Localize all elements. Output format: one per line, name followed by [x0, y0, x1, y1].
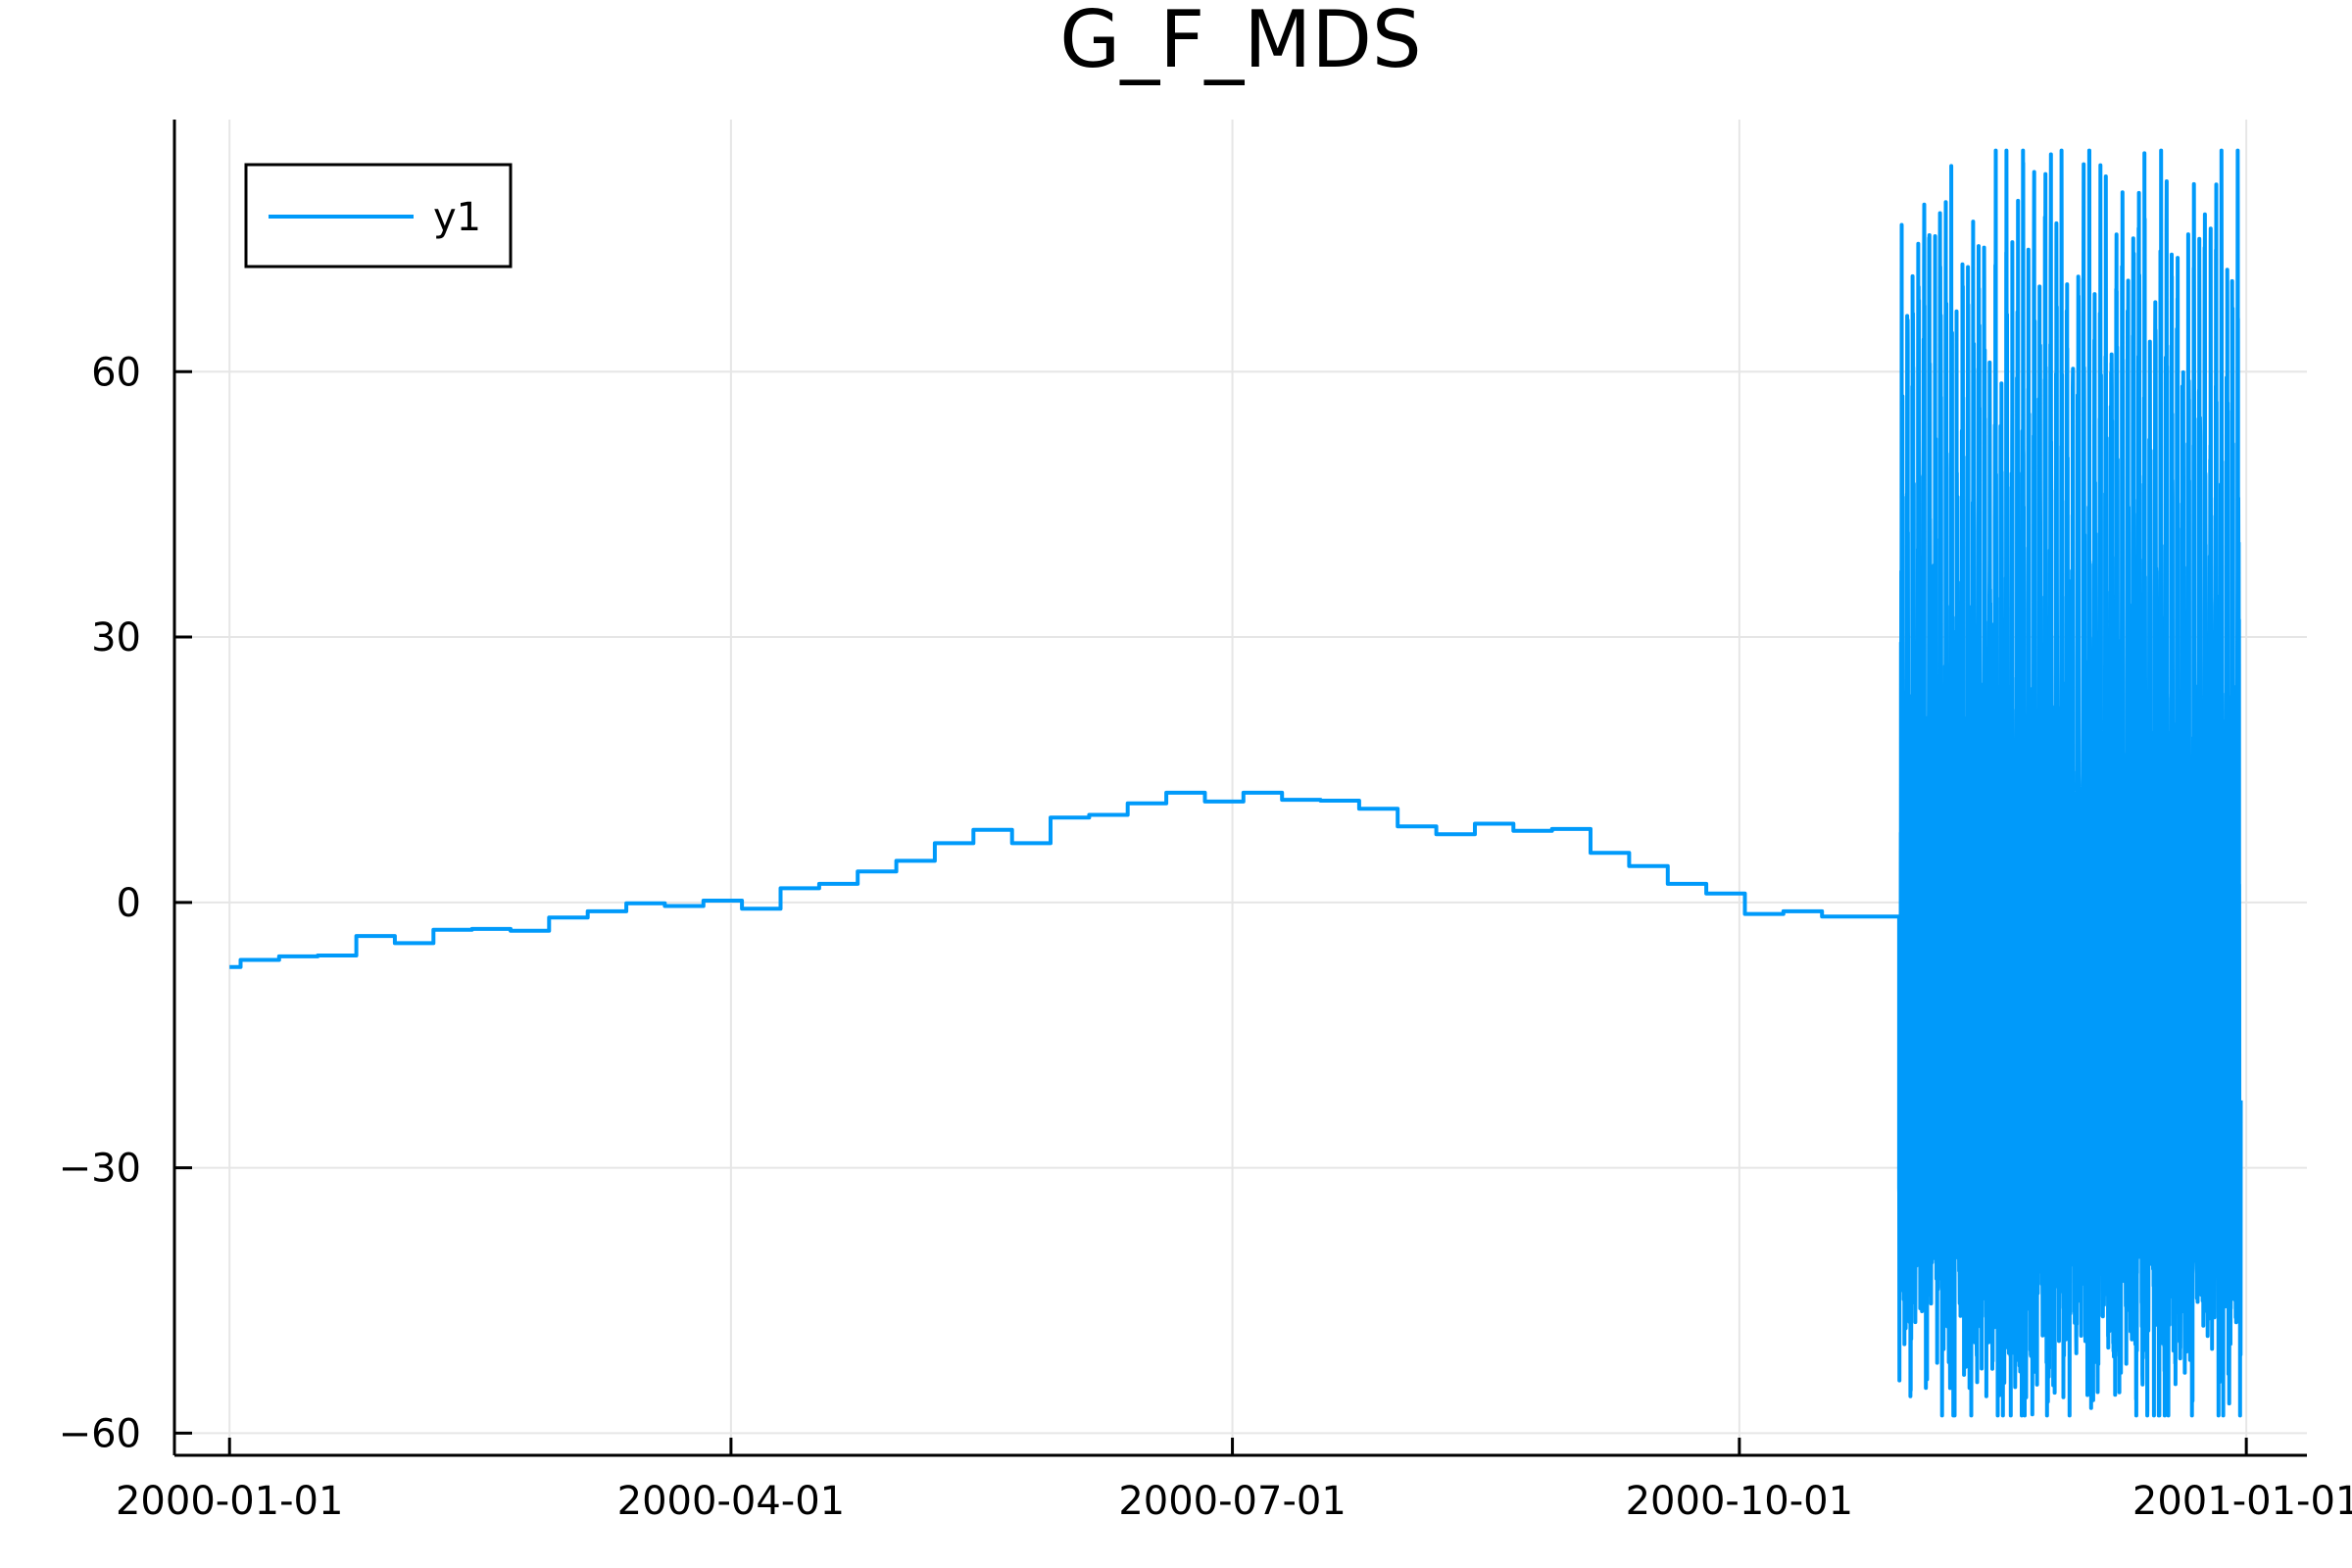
axes — [172, 120, 2307, 1457]
x-tick-label: 2000-07-01 — [1118, 1479, 1346, 1524]
y-tick-label: −30 — [59, 1147, 141, 1192]
legend: y1 — [244, 163, 513, 269]
x-tick-label: 2001-01-01 — [2132, 1479, 2352, 1524]
x-tick-label: 2000-04-01 — [617, 1479, 845, 1524]
y-tick-label: 30 — [91, 615, 141, 661]
series-y1-line — [229, 148, 2243, 1418]
y-axis-ticks: 60 30 0 −30 −60 — [59, 350, 192, 1456]
y-tick-label: −60 — [59, 1411, 141, 1456]
x-tick-label: 2000-10-01 — [1626, 1479, 1853, 1524]
legend-label-y1: y1 — [433, 195, 481, 240]
x-axis-ticks: 2000-01-01 2000-04-01 2000-07-01 2000-10-01… — [116, 1438, 2352, 1524]
series-y1-path — [229, 148, 2243, 1418]
y-tick-label: 60 — [91, 350, 141, 395]
y-tick-label: 0 — [117, 881, 141, 926]
chart-title: G_F_MDS — [1059, 0, 1421, 85]
x-tick-label: 2000-01-01 — [116, 1479, 343, 1524]
